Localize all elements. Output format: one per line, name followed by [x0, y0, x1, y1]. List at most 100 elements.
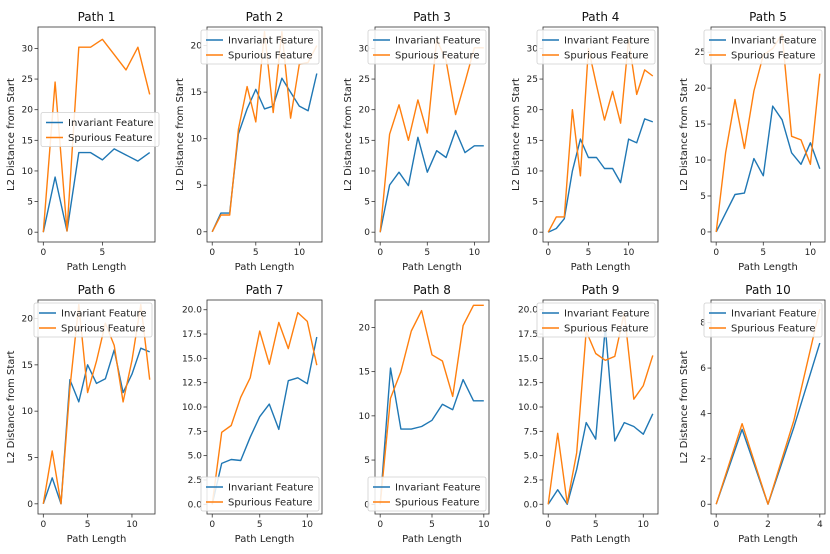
- y-tick-label: 5: [27, 453, 33, 463]
- invariant-feature-line: [42, 148, 151, 233]
- spurious-feature-line: [379, 38, 484, 233]
- spurious-data-point: [230, 425, 232, 427]
- legend-label: Spurious Feature: [564, 51, 649, 62]
- y-axis-label: L2 Distance from Start: [679, 78, 690, 191]
- invariant-data-point: [620, 182, 622, 184]
- invariant-data-point: [264, 108, 266, 110]
- chart-title: Path 3: [413, 10, 451, 24]
- invariant-data-point: [426, 171, 428, 173]
- invariant-data-point: [51, 477, 53, 479]
- y-tick-label: 15: [22, 361, 33, 371]
- y-tick-label: 25: [527, 75, 538, 85]
- invariant-data-point: [734, 194, 736, 196]
- spurious-feature-line: [547, 311, 654, 505]
- plot-frame: [542, 26, 659, 243]
- invariant-data-point: [54, 176, 56, 178]
- legend-label: Invariant Feature: [68, 118, 154, 129]
- x-tick-label: 5: [257, 520, 263, 530]
- x-tick-label: 0: [545, 520, 551, 530]
- y-tick-label: 0: [196, 228, 202, 238]
- spurious-data-point: [78, 46, 80, 48]
- invariant-data-point: [78, 401, 80, 403]
- legend-label: Invariant Feature: [564, 36, 650, 47]
- x-axis-label: Path Length: [235, 534, 295, 545]
- spurious-data-point: [614, 356, 616, 358]
- spurious-data-point: [596, 84, 598, 86]
- spurious-data-point: [122, 401, 124, 403]
- y-tick-label: 0: [27, 228, 33, 238]
- legend-box: [536, 302, 656, 338]
- spurious-data-point: [652, 75, 654, 77]
- spurious-feature-line: [42, 38, 151, 233]
- spurious-data-point: [272, 112, 274, 114]
- legend: Invariant Feature Spurious Feature: [367, 476, 487, 512]
- spurious-data-point: [644, 69, 646, 71]
- spurious-data-point: [431, 354, 433, 356]
- invariant-feature-line: [379, 367, 484, 505]
- series-group: [42, 38, 151, 233]
- spurious-data-point: [800, 139, 802, 141]
- invariant-data-point: [307, 110, 309, 112]
- invariant-data-point: [563, 218, 565, 220]
- spurious-data-point: [462, 325, 464, 327]
- invariant-data-point: [149, 351, 151, 353]
- legend: Invariant Feature Spurious Feature: [33, 302, 153, 338]
- y-tick-label: 5: [700, 192, 706, 202]
- invariant-data-point: [431, 419, 433, 421]
- spurious-data-point: [452, 395, 454, 397]
- x-axis-label: Path Length: [402, 534, 462, 545]
- invariant-data-point: [102, 159, 104, 161]
- legend: Invariant Feature Spurious Feature: [536, 29, 656, 65]
- y-tick-label: 6: [700, 364, 706, 374]
- legend-label: Invariant Feature: [395, 483, 481, 494]
- y-tick-label: 5: [27, 198, 33, 208]
- y-tick-label: 15: [191, 88, 202, 98]
- x-tick-label: 5: [100, 248, 106, 258]
- y-tick-label: 20: [22, 315, 34, 325]
- chart-panel-3: Path 3 0 5 10 0 5 10 15 20 25 30 Path Length L2 Dist…: [343, 10, 490, 273]
- invariant-data-point: [644, 118, 646, 120]
- y-tick-label: 25: [22, 75, 33, 85]
- legend-label: Invariant Feature: [395, 36, 481, 47]
- y-tick-label: 15: [22, 136, 33, 146]
- invariant-data-point: [819, 168, 821, 170]
- invariant-data-point: [230, 459, 232, 461]
- y-tick-label: 20: [191, 42, 203, 52]
- spurious-data-point: [464, 81, 466, 83]
- y-tick-label: 0.0: [524, 500, 539, 510]
- y-tick-label: 25: [695, 48, 706, 58]
- y-tick-label: 30: [359, 44, 371, 54]
- spurious-data-point: [595, 353, 597, 355]
- spurious-data-point: [60, 503, 62, 505]
- spurious-data-point: [566, 502, 568, 504]
- spurious-data-point: [547, 503, 549, 505]
- plot-frame: [710, 299, 826, 515]
- spurious-data-point: [42, 503, 44, 505]
- x-tick-label: 0: [377, 520, 383, 530]
- invariant-data-point: [612, 168, 614, 170]
- x-tick-label: 0: [377, 248, 383, 258]
- x-axis-label: Path Length: [402, 262, 462, 273]
- x-axis-label: Path Length: [571, 262, 631, 273]
- invariant-data-point: [122, 392, 124, 394]
- spurious-data-point: [69, 387, 71, 389]
- invariant-data-point: [636, 142, 638, 144]
- y-tick-label: 2.5: [188, 476, 202, 486]
- y-tick-label: 5: [364, 456, 370, 466]
- y-tick-label: 10: [695, 156, 707, 166]
- x-tick-label: 10: [469, 248, 481, 258]
- chart-panel-2: Path 2 0 5 10 0 5 10 15 20 Path Length L2 Distance…: [175, 10, 323, 273]
- spurious-data-point: [410, 330, 412, 332]
- invariant-feature-line: [211, 73, 318, 233]
- invariant-data-point: [220, 212, 222, 214]
- invariant-data-point: [741, 428, 743, 430]
- x-tick-label: 5: [760, 248, 766, 258]
- x-tick-label: 5: [593, 520, 599, 530]
- spurious-data-point: [297, 312, 299, 314]
- spurious-data-point: [398, 104, 400, 106]
- x-tick-label: 10: [623, 248, 635, 258]
- invariant-data-point: [400, 428, 402, 430]
- series-group: [211, 311, 318, 505]
- spurious-data-point: [725, 152, 727, 154]
